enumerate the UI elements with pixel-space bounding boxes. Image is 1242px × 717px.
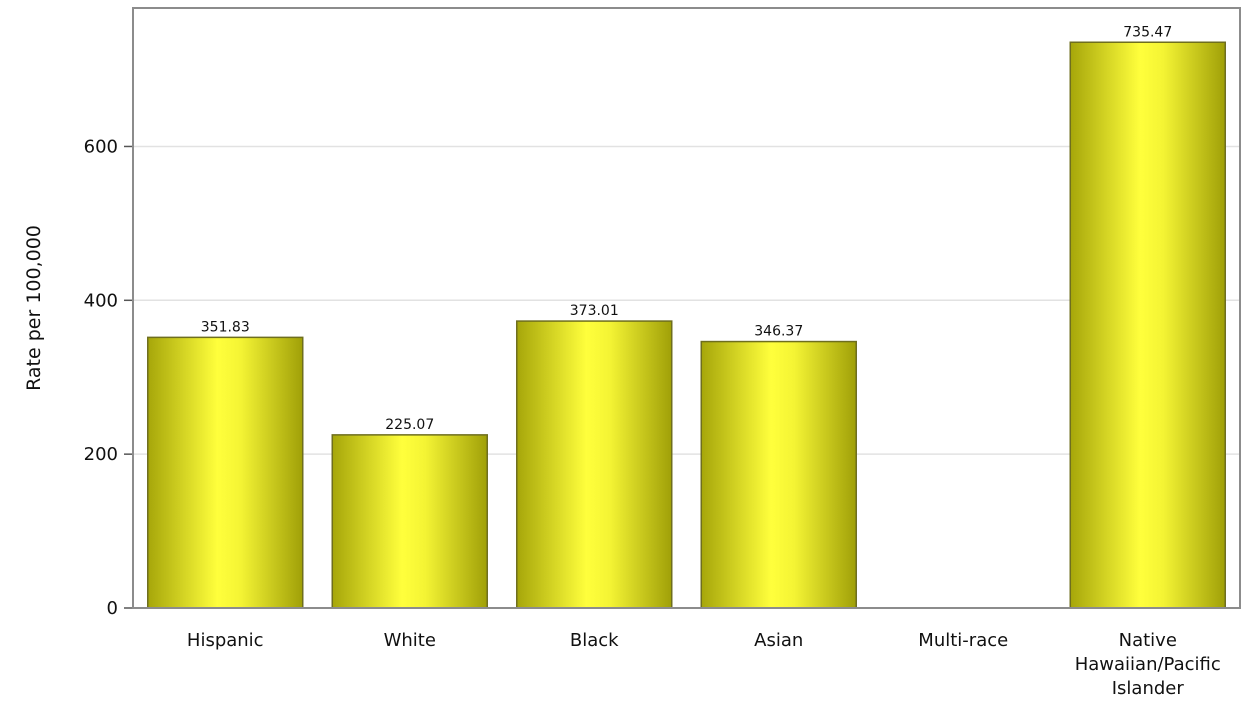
bar xyxy=(147,336,304,609)
bars: 351.83 225.07 373.01 346.37 735.47 xyxy=(147,24,1226,609)
data-label: 346.37 xyxy=(754,324,803,340)
data-label: 735.47 xyxy=(1123,24,1172,40)
x-axis-labels: Hispanic White Black Asian Multi-race Native H… xyxy=(187,630,1221,699)
y-tick-label: 600 xyxy=(84,136,118,157)
data-label: 351.83 xyxy=(201,319,250,335)
y-tick-label: 0 xyxy=(107,598,118,619)
y-tick-label: 200 xyxy=(84,444,118,465)
bar xyxy=(516,320,673,609)
data-label: 225.07 xyxy=(385,417,434,433)
x-tick-label-line: Hawaiian/Pacific xyxy=(1075,654,1221,675)
x-tick-label: Black xyxy=(570,630,619,651)
bar xyxy=(1069,41,1226,609)
y-axis-title: Rate per 100,000 xyxy=(23,225,45,391)
x-tick-label-line: Black xyxy=(570,630,619,651)
x-tick-label: Hispanic xyxy=(187,630,264,651)
x-tick-label-line: Hispanic xyxy=(187,630,264,651)
x-tick-label-line: White xyxy=(384,630,436,651)
x-tick-label: Multi-race xyxy=(918,630,1008,651)
x-tick-label-line: Islander xyxy=(1112,678,1185,699)
x-tick-label-line: Multi-race xyxy=(918,630,1008,651)
plot-frame xyxy=(132,7,1241,609)
x-tick-label-line: Native xyxy=(1119,630,1177,651)
bar xyxy=(331,434,488,609)
x-tick-label: White xyxy=(384,630,436,651)
bar xyxy=(700,340,857,609)
gridlines xyxy=(133,145,1240,455)
x-tick-label-line: Asian xyxy=(754,630,803,651)
x-tick-label: Asian xyxy=(754,630,803,651)
data-label: 373.01 xyxy=(570,303,619,319)
y-axis-ticks: 0 200 400 600 xyxy=(84,136,133,619)
y-tick-label: 400 xyxy=(84,290,118,311)
x-tick-label: Native Hawaiian/Pacific Islander xyxy=(1075,630,1221,699)
